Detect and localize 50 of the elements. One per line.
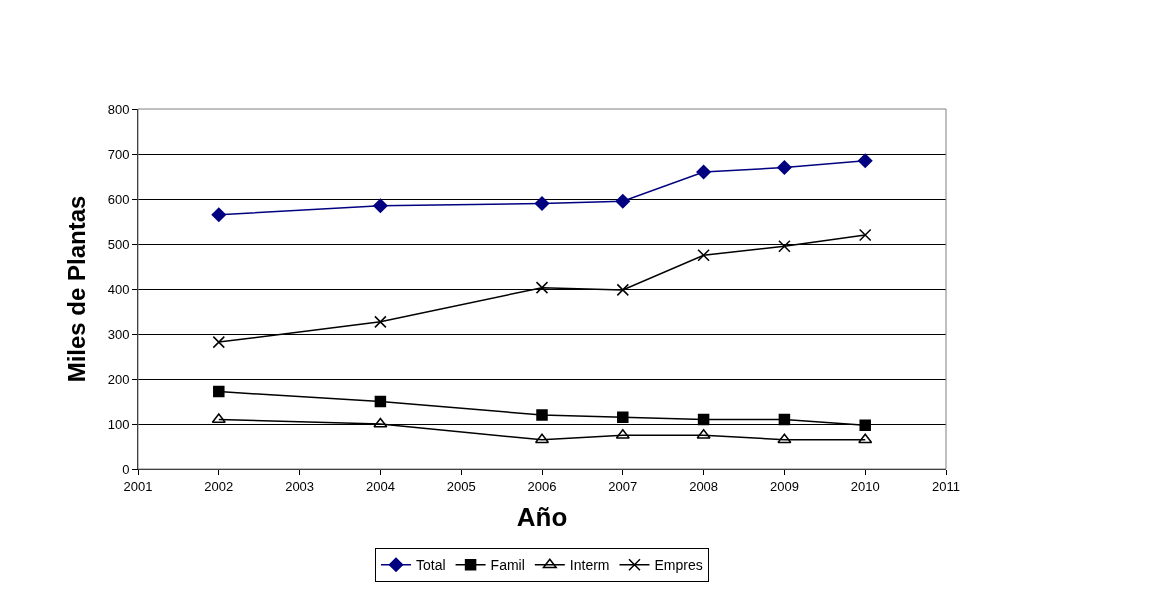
y-tick-label: 700	[107, 146, 130, 162]
point	[535, 281, 549, 294]
point	[213, 385, 225, 398]
x-tick-label: 2003	[285, 478, 315, 494]
y-tick-label: 500	[107, 236, 130, 252]
point	[778, 240, 791, 253]
point	[857, 153, 873, 168]
x-axis-title: Año	[516, 502, 568, 533]
y-tick-label: 800	[107, 101, 130, 117]
x-tick-label: 2005	[446, 478, 476, 494]
point	[373, 198, 388, 213]
point	[697, 413, 710, 426]
point	[617, 411, 629, 423]
point	[858, 433, 873, 444]
x-tick-label: 2009	[769, 478, 799, 494]
point	[536, 409, 548, 421]
x-tick-label: 2001	[123, 478, 153, 494]
point	[616, 283, 630, 297]
point	[859, 419, 871, 432]
x-tick-label: 2004	[365, 478, 395, 494]
point	[211, 207, 227, 222]
y-tick-label: 300	[107, 326, 130, 342]
y-axis-title: Miles de Plantas	[62, 195, 90, 383]
x-tick-label: 2008	[689, 478, 719, 494]
point	[374, 315, 387, 329]
point	[615, 194, 631, 209]
point	[374, 395, 387, 408]
point	[212, 335, 226, 349]
y-tick-label: 0	[122, 461, 130, 477]
x-tick-label: 2011	[932, 478, 960, 494]
point	[777, 433, 792, 444]
y-tick-label: 600	[107, 191, 130, 207]
point	[697, 249, 710, 262]
point	[373, 417, 388, 428]
point	[858, 228, 872, 242]
x-tick-label: 2010	[850, 478, 880, 494]
legend-label: Total	[416, 557, 446, 574]
x-tick-label: 2002	[204, 478, 234, 494]
x-tick-label: 2006	[527, 478, 557, 494]
y-tick-label: 400	[107, 281, 130, 297]
legend-label: Empres	[654, 557, 703, 574]
y-tick-label: 100	[107, 416, 130, 432]
legend-label: Famil	[490, 557, 525, 574]
x-tick-label: 2007	[608, 478, 638, 494]
point	[534, 196, 550, 211]
y-tick-label: 200	[107, 371, 130, 387]
point	[777, 160, 792, 175]
legend-label: Interm	[569, 557, 610, 574]
point	[696, 164, 711, 180]
point	[778, 413, 791, 426]
